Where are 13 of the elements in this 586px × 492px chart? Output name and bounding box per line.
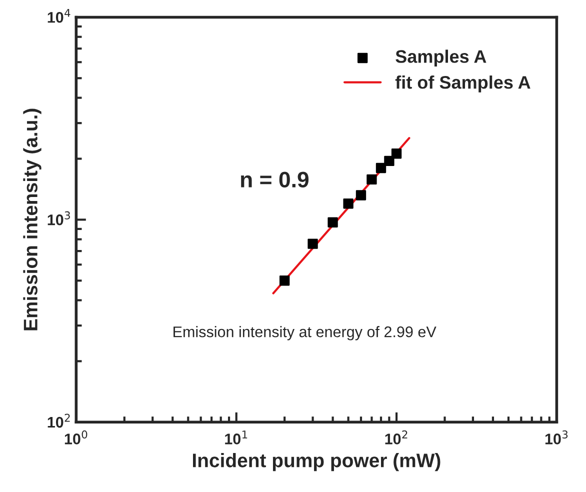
y-axis-title: Emission intensity (a.u.) [23, 108, 42, 330]
x-tick-label: 10$^{3}$ [545, 430, 568, 444]
y-tick-label: 10$^{3}$ [48, 211, 70, 226]
legend-label: Samples A [396, 50, 486, 66]
x-tick-label: 10$^{1}$ [225, 430, 248, 444]
x-tick-label: 10$^{2}$ [385, 430, 408, 444]
annotation: Emission intensity at energy of 2.99 eV [174, 326, 436, 340]
annotation: n = 0.9 [241, 172, 309, 188]
x-axis-title: Incident pump power (mW) [192, 453, 440, 472]
y-tick-label: 10$^{2}$ [48, 414, 70, 428]
y-tick-label: 10$^{4}$ [48, 9, 70, 23]
x-tick-label: 10$^{0}$ [64, 430, 88, 444]
legend-label: fit of Samples A [395, 76, 530, 92]
